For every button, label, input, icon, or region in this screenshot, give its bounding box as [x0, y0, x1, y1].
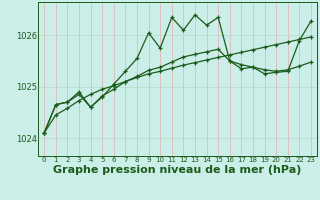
- X-axis label: Graphe pression niveau de la mer (hPa): Graphe pression niveau de la mer (hPa): [53, 165, 302, 175]
